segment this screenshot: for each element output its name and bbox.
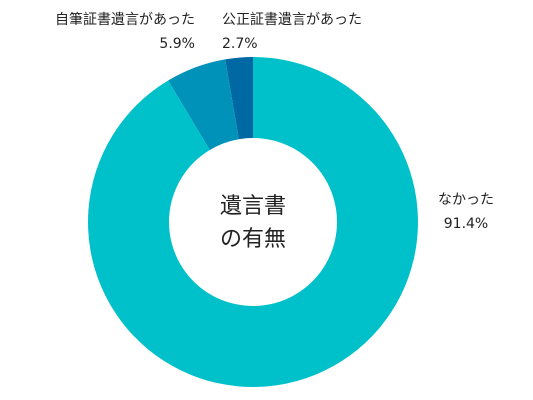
category-label: なかった [438, 192, 494, 208]
category-label: 公正証書遺言があった [222, 12, 362, 28]
slice [168, 59, 239, 150]
slice [88, 57, 418, 387]
value-label: 5.9% [159, 36, 195, 52]
value-label: 91.4% [444, 216, 488, 232]
slice [225, 57, 253, 140]
center-label: の有無 [220, 227, 286, 252]
value-label: 2.7% [222, 36, 258, 52]
category-label: 自筆証書遺言があった [55, 12, 195, 28]
center-label: 遺言書 [220, 194, 286, 219]
